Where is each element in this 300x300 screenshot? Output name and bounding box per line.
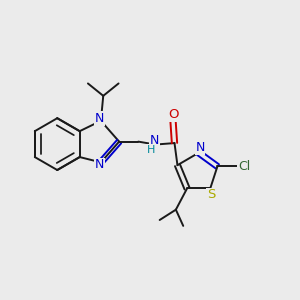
- Text: N: N: [95, 112, 104, 125]
- Text: N: N: [150, 134, 160, 147]
- Text: N: N: [95, 158, 104, 171]
- Text: H: H: [146, 145, 155, 155]
- Text: Cl: Cl: [238, 160, 250, 173]
- Text: S: S: [207, 188, 215, 202]
- Text: N: N: [195, 141, 205, 154]
- Text: O: O: [168, 108, 178, 121]
